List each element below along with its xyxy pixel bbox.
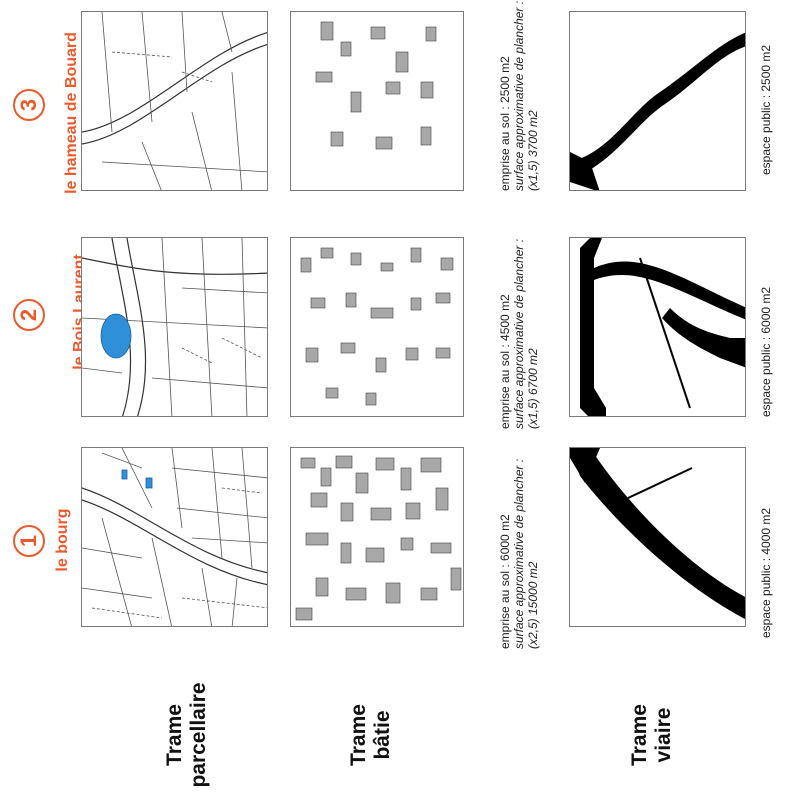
stats-site-2: emprise au sol : 4500 m2 surface approxi… [498,238,546,429]
building-map-1 [295,455,462,621]
panel-parcellaire-1 [81,447,268,627]
site-3-title: le hameau de Bouard [63,32,80,194]
surface-value: (x2,5) 15000 m2 [526,561,540,649]
emprise-text: emprise au sol : 4500 m2 [498,294,512,429]
espace-public-3: espace public : 2500 m2 [759,44,773,175]
emprise-text: emprise au sol : 2500 m2 [498,56,512,191]
parcel-map-3 [82,12,267,190]
panel-batie-3 [290,11,464,191]
row-label-line: Trame [628,704,651,766]
surface-label: surface approximative de plancher : [512,0,526,191]
panel-parcellaire-3 [81,11,268,191]
surface-label: surface approximative de plancher : [512,238,526,429]
emprise-text: emprise au sol : 6000 m2 [498,514,512,649]
parcel-map-1 [82,448,267,626]
panel-viaire-3 [569,11,746,191]
surface-value: (x1,5) 3700 m2 [526,110,540,191]
panel-parcellaire-2 [81,237,268,417]
row-label-batie: Trame bâtie [347,685,395,785]
panel-viaire-2 [569,237,746,417]
panel-batie-1 [290,447,464,627]
parcel-map-2 [82,238,267,416]
row-label-viaire: Trame viaire [628,685,676,785]
surface-label: surface approximative de plancher : [512,458,526,649]
building-map-2 [300,247,454,406]
row-label-line: bâtie [371,710,394,760]
road-map-3 [570,32,745,190]
row-label-line: viaire [652,707,675,763]
row-label-line: Trame [347,704,370,766]
site-3-number: 3 [13,89,45,121]
surface-value: (x1,5) 6700 m2 [526,348,540,429]
espace-public-1: espace public : 4000 m2 [759,507,773,638]
road-map-1 [570,448,745,619]
panel-batie-2 [290,237,464,417]
row-label-line: Trame [163,704,186,766]
building-map-3 [315,21,437,150]
row-label-parcellaire: Trame parcellaire [163,665,211,805]
panel-viaire-1 [569,447,746,627]
road-map-2 [580,238,745,416]
row-label-line: parcellaire [187,682,210,788]
espace-public-2: espace public : 6000 m2 [759,286,773,417]
stats-site-1: emprise au sol : 6000 m2 surface approxi… [498,458,546,649]
site-2-number: 2 [13,299,45,331]
stats-site-3: emprise au sol : 2500 m2 surface approxi… [498,0,546,191]
site-1-number: 1 [13,525,45,557]
site-1-title: le bourg [54,508,71,572]
